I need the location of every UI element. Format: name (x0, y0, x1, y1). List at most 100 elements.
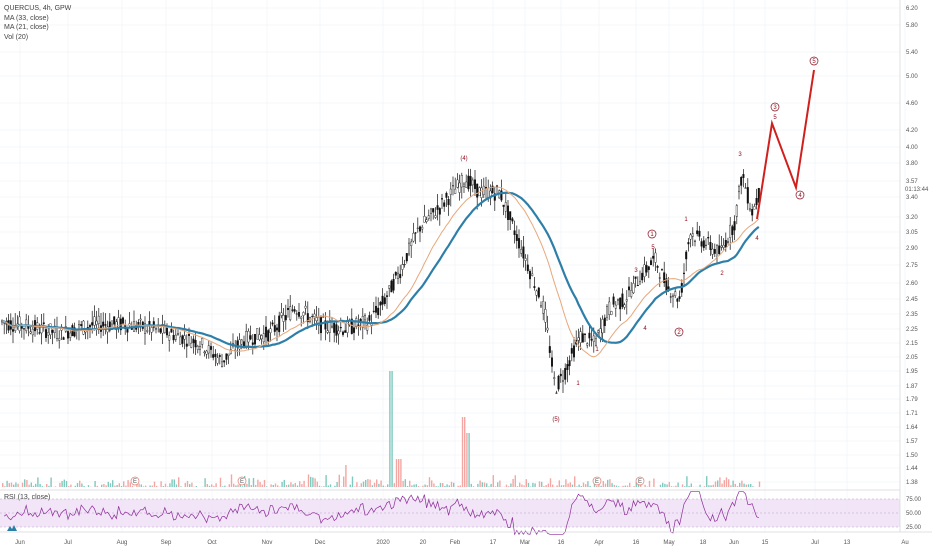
volume-bar (314, 478, 316, 487)
volume-bar (424, 484, 426, 487)
candle-body (423, 216, 426, 223)
volume-bar (602, 480, 604, 487)
volume-bar (569, 482, 571, 487)
volume-bar (164, 483, 167, 487)
volume-bar (114, 485, 116, 487)
candle-body (678, 296, 681, 299)
tradingview-logo-icon[interactable] (6, 524, 18, 532)
volume-bar (248, 478, 250, 487)
volume-bar (758, 481, 761, 487)
candle-body (49, 323, 52, 336)
candle-body (146, 330, 149, 332)
volume-bar (585, 484, 587, 487)
candle-body (449, 188, 452, 195)
volume-bar (250, 484, 252, 487)
candle-body (597, 330, 600, 333)
volume-bar (180, 486, 182, 487)
volume-bar (422, 485, 424, 487)
volume-bar (552, 484, 554, 487)
candle-body (535, 290, 538, 296)
volume-bar (545, 485, 547, 487)
candle-body (223, 360, 226, 363)
volume-bar (59, 482, 61, 487)
time-tick-label: Aug (117, 540, 128, 546)
volume-bar (360, 483, 362, 487)
legend-volume[interactable]: Vol (20) (4, 33, 29, 41)
candle-body (630, 290, 633, 297)
volume-bar (252, 477, 255, 487)
candle-body (408, 242, 411, 255)
candle-body (56, 327, 59, 339)
volume-bar (112, 480, 114, 487)
rsi-legend[interactable]: RSI (13, close) (4, 494, 51, 501)
candle-body (97, 315, 100, 324)
price-tick-label: 2.15 (906, 341, 918, 347)
volume-bar (107, 481, 109, 487)
candle-body (80, 324, 83, 326)
volume-bar (514, 475, 516, 487)
rsi-tick-label: 50.00 (906, 511, 922, 517)
candle-body (621, 293, 624, 307)
price-tick-label: 1.79 (906, 397, 918, 403)
candle-body (397, 272, 400, 279)
volume-bar (497, 482, 499, 487)
candle-body (227, 353, 230, 356)
candle-body (273, 325, 276, 332)
volume-bar (558, 480, 560, 487)
candle-body (555, 392, 558, 394)
candle-body (669, 296, 672, 298)
wave-label: 4 (755, 236, 759, 242)
volume-bar (149, 485, 151, 487)
legend-ma21[interactable]: MA (21, close) (4, 24, 49, 31)
candle-body (634, 276, 637, 279)
volume-bar (376, 479, 378, 487)
candle-body (645, 265, 648, 273)
candle-body (656, 266, 659, 268)
candle-body (170, 328, 173, 333)
candle-body (619, 297, 622, 310)
earnings-label: E (638, 479, 642, 485)
volume-bar (288, 484, 290, 487)
legend-ma33[interactable]: MA (33, close) (4, 14, 49, 22)
price-tick-label: 1.95 (906, 369, 918, 375)
volume-bar (153, 481, 156, 487)
candle-body (689, 234, 692, 240)
candle-body (419, 226, 422, 232)
candle-body (390, 280, 393, 293)
volume-bar (81, 483, 83, 487)
candle-body (562, 380, 565, 382)
time-tick-label: Jun (729, 540, 739, 546)
volume-bar (618, 486, 620, 487)
volume-bar (512, 478, 514, 487)
price-tick-label: 6.20 (906, 6, 918, 12)
wave-labels: 1 2 3 4 5 (4) (5) 1 2 3 4 5 1 1 3 4 5 (460, 56, 819, 423)
volume-bar (468, 433, 470, 487)
price-tick-label: 2.75 (906, 263, 918, 269)
legend-symbol[interactable]: QUERCUS, 4h, GPW (4, 5, 72, 12)
volume-bar (145, 485, 147, 487)
volume-bar (505, 484, 508, 487)
volume-bar (323, 486, 325, 487)
volume-bar (70, 484, 72, 487)
time-tick-label: Apr (594, 540, 603, 546)
volume-bar (186, 480, 189, 487)
candle-body (740, 177, 743, 186)
volume-bar (560, 485, 563, 487)
candle-body (515, 234, 518, 241)
price-tick-label: 1.38 (906, 480, 918, 486)
candle-body (511, 218, 514, 222)
candle-body (293, 309, 296, 312)
volume-bar (222, 486, 224, 487)
volume-bar (644, 484, 646, 487)
candle-body (185, 343, 188, 347)
volume-bar (299, 481, 301, 487)
volume-bar (538, 481, 541, 487)
volume-bars (2, 371, 761, 487)
candle-body (198, 346, 201, 350)
candle-body (542, 301, 545, 314)
candle-body (533, 286, 536, 288)
candle-body (586, 343, 589, 346)
candle-body (108, 321, 111, 331)
volume-bar (54, 486, 57, 487)
candle-body (526, 264, 529, 272)
